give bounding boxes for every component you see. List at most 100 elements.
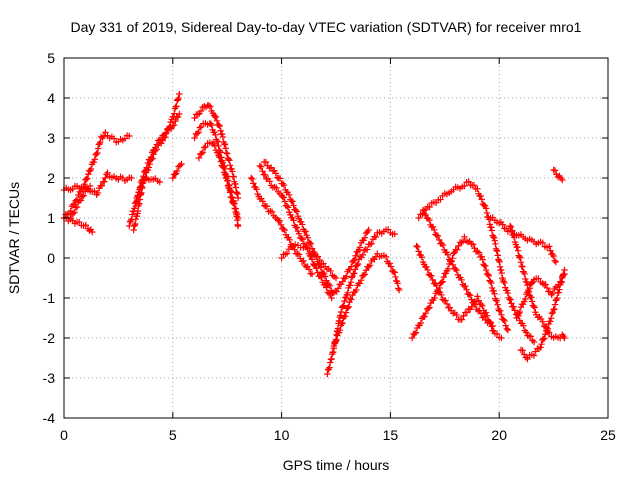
data-point (521, 270, 528, 278)
data-point (85, 171, 92, 178)
data-point (426, 304, 433, 311)
data-point (234, 211, 241, 218)
data-point (326, 359, 334, 366)
data-point (353, 286, 360, 294)
data-point (542, 281, 549, 288)
data-point (325, 365, 332, 373)
data-point (308, 270, 316, 278)
data-point (527, 333, 534, 340)
data-point (174, 113, 182, 121)
data-point (137, 183, 144, 191)
grid (64, 58, 608, 418)
data-point (330, 289, 338, 296)
data-point (247, 174, 255, 182)
data-point (299, 236, 306, 243)
data-point (128, 174, 135, 182)
data-point (221, 171, 229, 178)
y-axis-label: SDTVAR / TECUs (6, 182, 22, 294)
data-point (525, 288, 532, 296)
data-point (234, 222, 242, 230)
data-point (462, 282, 469, 290)
data-point (438, 279, 445, 286)
data-point (302, 228, 309, 235)
data-point (286, 236, 293, 244)
data-point (439, 296, 446, 303)
data-point (426, 216, 433, 224)
data-point (321, 273, 329, 280)
data-point (504, 326, 512, 334)
data-point (449, 261, 457, 268)
data-point (547, 247, 554, 254)
data-point (231, 205, 239, 212)
data-point (295, 251, 303, 258)
data-point (87, 165, 95, 173)
series-sat-a (60, 129, 133, 222)
data-point (217, 158, 225, 165)
data-point (357, 276, 365, 284)
data-point (80, 192, 87, 199)
data-point (463, 309, 471, 316)
data-point (82, 221, 89, 229)
data-point (271, 167, 278, 174)
data-point (306, 239, 314, 247)
data-point (547, 314, 555, 322)
data-point (191, 134, 198, 142)
data-point (414, 243, 421, 251)
data-point (539, 239, 546, 246)
series-sat-y (513, 270, 568, 322)
series-sat-e (130, 90, 183, 234)
data-point (415, 214, 422, 222)
data-point (273, 184, 280, 191)
data-point (172, 117, 179, 125)
data-point (216, 123, 223, 130)
data-point (326, 364, 333, 371)
data-point (515, 310, 522, 317)
data-point (522, 275, 529, 283)
data-point (489, 322, 496, 330)
x-tick-label: 5 (169, 427, 177, 443)
data-point (360, 271, 367, 279)
data-point (523, 278, 530, 286)
data-point (392, 273, 399, 281)
data-point (228, 194, 235, 201)
data-point (348, 263, 355, 270)
data-point (360, 237, 367, 244)
data-point (97, 138, 104, 146)
series-sat-t (413, 242, 505, 342)
data-point (342, 309, 350, 316)
data-point (263, 203, 271, 210)
data-point (418, 254, 426, 261)
data-point (128, 216, 135, 223)
data-point (542, 331, 549, 338)
data-point (488, 279, 495, 287)
data-point (431, 226, 438, 234)
data-point (394, 280, 401, 287)
data-point (328, 294, 335, 302)
data-point (439, 241, 447, 249)
y-tick-label: -4 (43, 410, 56, 426)
data-point (517, 258, 525, 266)
data-point (334, 285, 342, 292)
data-point (200, 144, 208, 151)
data-point (547, 318, 554, 325)
data-point (100, 133, 108, 140)
series-sat-m (247, 174, 316, 278)
series-sat-d (67, 182, 94, 222)
data-point (281, 198, 289, 205)
data-point (539, 280, 546, 287)
data-point (504, 289, 512, 297)
data-point (195, 129, 202, 136)
data-point (368, 240, 375, 247)
data-point (551, 257, 558, 264)
data-point (324, 370, 331, 378)
data-point (225, 156, 232, 163)
data-point (304, 263, 311, 270)
data-point (98, 182, 106, 189)
data-point (422, 309, 430, 317)
data-point (89, 228, 96, 236)
data-point (528, 294, 535, 301)
data-point (479, 302, 486, 309)
data-point (197, 123, 205, 131)
data-point (482, 262, 489, 270)
data-point (477, 192, 484, 200)
